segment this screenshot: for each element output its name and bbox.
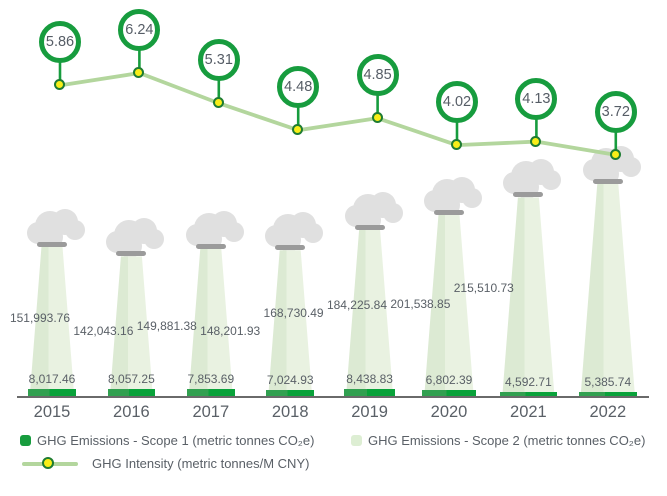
legend-label-scope2: GHG Emissions - Scope 2 (metric tonnes C…	[368, 433, 646, 448]
scope1-value-label: 5,385.74	[584, 374, 632, 389]
intensity-line-swatch-icon	[22, 457, 78, 469]
intensity-line	[58, 71, 618, 157]
chimney-cap	[434, 209, 464, 215]
scope2-value-label: 184,225.84	[326, 298, 387, 312]
intensity-point	[530, 135, 542, 147]
chimney-cap	[195, 243, 226, 249]
smoke-puff	[541, 170, 562, 191]
smoke-puff	[144, 229, 165, 250]
scope1-value-label: 7,024.93	[266, 372, 314, 387]
intensity-value-badge: 4.48	[277, 66, 320, 109]
year-label: 2018	[271, 403, 309, 421]
intensity-marker-icon	[42, 457, 54, 469]
smoke-cloud	[265, 211, 324, 253]
scope1-swatch-icon	[20, 435, 31, 446]
scope1-block	[500, 392, 557, 397]
chimney-cap	[116, 251, 147, 257]
intensity-point	[133, 67, 145, 78]
intensity-value-badge: 5.86	[39, 21, 81, 64]
intensity-point	[451, 139, 462, 151]
scope1-block	[107, 388, 155, 397]
intensity-point	[292, 124, 304, 136]
intensity-value-badge: 5.31	[197, 39, 240, 82]
year-label: 2020	[430, 403, 468, 421]
chimney-cap	[275, 245, 306, 251]
intensity-point	[54, 79, 65, 91]
scope2-value-label: 142,043.16	[73, 324, 134, 338]
scope1-block	[578, 391, 638, 397]
smoke-cloud	[27, 208, 85, 249]
chimney-cap	[513, 192, 544, 198]
scope2-value-label: 201,538.85	[390, 297, 451, 311]
scope1-value-label: 8,438.83	[346, 371, 393, 386]
scope2-value-label: 149,881.38	[136, 319, 197, 333]
scope1-block	[266, 389, 315, 397]
chimney-cap	[592, 178, 623, 184]
intensity-value-badge: 4.85	[356, 54, 399, 97]
scope2-value-label: 151,993.76	[9, 311, 70, 325]
scope1-value-label: 6,802.39	[425, 373, 473, 388]
scope1-value-label: 8,017.46	[28, 371, 76, 386]
intensity-point	[609, 148, 621, 160]
chimney-cap	[354, 224, 385, 230]
intensity-value-badge: 6.24	[118, 9, 161, 51]
scope1-value-label: 4,592.71	[505, 375, 552, 390]
legend-item-scope1: GHG Emissions - Scope 1 (metric tonnes C…	[20, 433, 314, 448]
intensity-value-badge: 4.02	[436, 81, 478, 124]
smoke-puff	[223, 221, 244, 242]
scope1-value-label: 7,853.69	[187, 372, 235, 387]
legend-item-intensity: GHG Intensity (metric tonnes/M CNY)	[22, 456, 309, 471]
smoke-puff	[303, 223, 324, 244]
smoke-cloud	[503, 158, 562, 200]
smoke-puff	[382, 202, 403, 223]
x-axis-line	[17, 396, 649, 398]
smoke-puff	[65, 219, 85, 240]
intensity-point	[212, 97, 224, 109]
smoke-puff	[462, 187, 482, 208]
legend-label-scope1: GHG Emissions - Scope 1 (metric tonnes C…	[37, 433, 315, 448]
intensity-point	[371, 112, 383, 124]
year-label: 2022	[589, 403, 627, 421]
year-label: 2015	[33, 403, 71, 421]
legend-item-scope2: GHG Emissions - Scope 2 (metric tonnes C…	[351, 433, 645, 448]
scope1-block	[186, 389, 235, 397]
year-label: 2016	[113, 403, 150, 421]
year-label: 2019	[351, 403, 388, 421]
smoke-puff	[620, 156, 641, 177]
scope1-block	[343, 388, 396, 397]
smoke-cloud	[185, 210, 244, 251]
year-label: 2017	[192, 403, 230, 421]
scope1-block	[27, 388, 77, 397]
intensity-value-badge: 4.13	[515, 77, 558, 120]
chimney-cap	[37, 241, 67, 247]
scope1-value-label: 8,057.25	[108, 371, 155, 386]
smoke-cloud	[106, 217, 165, 259]
scope1-block	[422, 390, 476, 397]
scope2-swatch-icon	[351, 435, 362, 446]
year-label: 2021	[510, 403, 547, 421]
scope2-value-label: 148,201.93	[200, 324, 261, 338]
scope2-value-label: 168,730.49	[263, 306, 324, 320]
legend-label-intensity: GHG Intensity (metric tonnes/M CNY)	[92, 456, 310, 471]
scope2-value-label: 215,510.73	[453, 281, 514, 295]
intensity-value-badge: 3.72	[594, 90, 637, 133]
